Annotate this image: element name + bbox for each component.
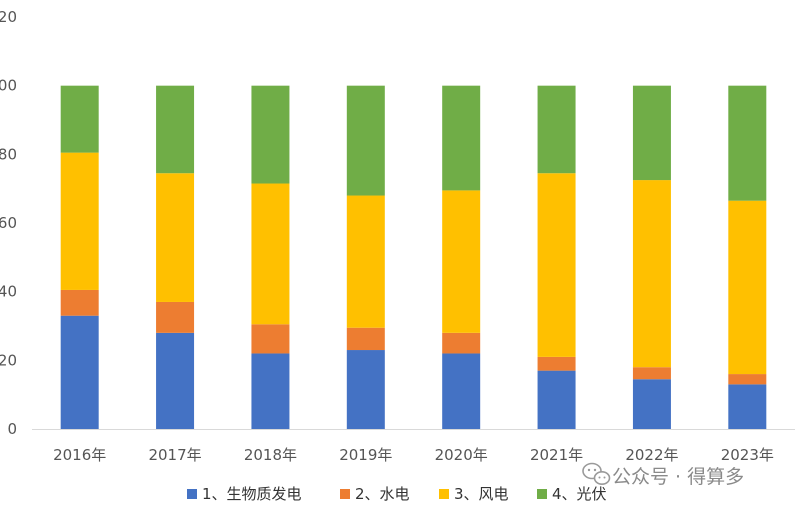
legend-swatch xyxy=(187,489,197,499)
y-tick-label: 80 xyxy=(0,145,17,163)
bar-segment-4-1 xyxy=(60,85,99,153)
legend-label: 4、光伏 xyxy=(552,485,607,503)
legend-item-1: 1、生物质发电 xyxy=(187,485,302,503)
bar-segment-4-5 xyxy=(442,85,481,191)
bar-segment-4-8 xyxy=(728,85,767,201)
y-tick-label: 120 xyxy=(0,8,17,26)
legend: 1、生物质发电 2、水电 3、风电 4、光伏 xyxy=(187,485,607,503)
bar-segment-1-8 xyxy=(728,384,767,429)
bar-segment-3-2 xyxy=(156,173,195,302)
legend-item-3: 3、风电 xyxy=(439,485,509,503)
bar-segment-1-2 xyxy=(156,332,195,429)
bar-segment-3-8 xyxy=(728,200,767,375)
y-tick-label: 40 xyxy=(0,283,17,301)
bar-segment-4-2 xyxy=(156,85,195,174)
bar-segment-1-4 xyxy=(346,350,385,429)
bar-segment-4-6 xyxy=(537,85,576,174)
bar-segment-1-3 xyxy=(251,353,290,429)
bar-segment-2-6 xyxy=(537,356,576,371)
bar-segment-2-2 xyxy=(156,301,195,333)
bar-segment-3-3 xyxy=(251,183,290,325)
x-tick-label: 2021年 xyxy=(530,446,583,464)
bar-segment-2-4 xyxy=(346,327,385,351)
legend-swatch xyxy=(439,489,449,499)
y-tick-label: 60 xyxy=(0,214,17,232)
bar-segment-2-7 xyxy=(632,367,671,380)
x-tick-label: 2022年 xyxy=(625,446,678,464)
bar-segment-4-4 xyxy=(346,85,385,196)
x-tick-label: 2017年 xyxy=(148,446,201,464)
bar-segment-1-5 xyxy=(442,353,481,429)
bar-segment-2-3 xyxy=(251,324,290,354)
bar-segment-3-4 xyxy=(346,195,385,328)
bar-segment-1-7 xyxy=(632,379,671,429)
legend-swatch xyxy=(340,489,350,499)
bar-segment-2-8 xyxy=(728,374,767,385)
bar-segment-1-1 xyxy=(60,315,99,429)
watermark: 公众号 · 得算多 xyxy=(582,462,744,488)
bar-segment-2-5 xyxy=(442,332,481,354)
x-tick-label: 2019年 xyxy=(339,446,392,464)
legend-label: 2、水电 xyxy=(355,485,410,503)
legend-item-4: 4、光伏 xyxy=(537,485,607,503)
y-tick-label: 0 xyxy=(7,420,17,438)
wechat-icon xyxy=(582,462,611,485)
bar-segment-1-6 xyxy=(537,370,576,429)
y-tick-label: 100 xyxy=(0,77,17,95)
x-tick-label: 2016年 xyxy=(53,446,106,464)
legend-label: 3、风电 xyxy=(454,485,509,503)
x-tick-label: 2020年 xyxy=(435,446,488,464)
watermark-text: 公众号 · 得算多 xyxy=(612,466,744,488)
bar-segment-4-3 xyxy=(251,85,290,184)
bar-segment-2-1 xyxy=(60,289,99,316)
bar-segment-3-6 xyxy=(537,173,576,357)
y-tick-labels: 0 20 40 60 80 100 120 xyxy=(0,8,17,438)
x-tick-labels: 2016年 2017年 2018年 2019年 2020年 2021年 2022年 2023年 xyxy=(53,446,774,464)
y-tick-label: 20 xyxy=(0,351,17,369)
bars-layer xyxy=(60,85,767,429)
x-tick-label: 2023年 xyxy=(721,446,774,464)
x-tick-label: 2018年 xyxy=(244,446,297,464)
legend-item-2: 2、水电 xyxy=(340,485,410,503)
legend-swatch xyxy=(537,489,547,499)
bar-segment-3-7 xyxy=(632,180,671,368)
bar-segment-3-5 xyxy=(442,190,481,333)
bar-segment-4-7 xyxy=(632,85,671,181)
legend-label: 1、生物质发电 xyxy=(202,485,302,503)
bar-segment-3-1 xyxy=(60,152,99,290)
